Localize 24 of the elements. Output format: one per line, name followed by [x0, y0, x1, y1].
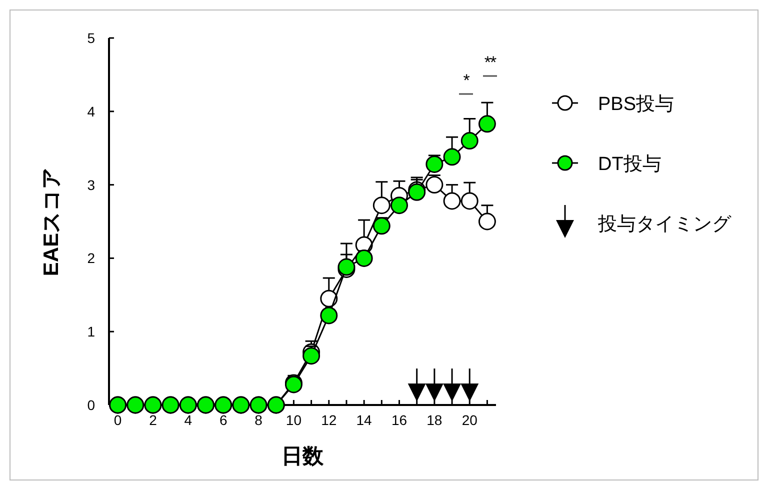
x-tick-label: 8	[254, 412, 263, 428]
annotation: *	[463, 71, 470, 90]
y-tick-label: 5	[87, 30, 96, 46]
y-tick-label: 3	[87, 176, 96, 193]
x-tick-label: 10	[286, 412, 302, 428]
x-tick-label: 0	[114, 412, 122, 428]
y-tick-label: 4	[87, 103, 96, 120]
legend-label: PBS投与	[598, 94, 674, 115]
legend-label: DT投与	[598, 154, 662, 175]
y-tick-label: 1	[87, 324, 96, 340]
x-tick-label: 14	[356, 412, 372, 428]
legend-label: 投与タイミング	[597, 214, 732, 235]
annotation: **	[484, 53, 497, 72]
x-tick-label: 2	[149, 412, 158, 428]
y-tick-label: 0	[87, 397, 96, 413]
x-tick-label: 12	[321, 412, 337, 428]
y-axis-title: EAEスコア	[40, 166, 63, 276]
x-tick-label: 20	[462, 412, 478, 428]
x-tick-label: 16	[391, 412, 408, 428]
x-axis-title: 日数	[282, 445, 324, 468]
x-tick-label: 18	[426, 412, 442, 428]
x-tick-label: 4	[184, 412, 192, 428]
y-tick-label: 2	[87, 250, 96, 266]
x-tick-label: 6	[219, 412, 228, 428]
